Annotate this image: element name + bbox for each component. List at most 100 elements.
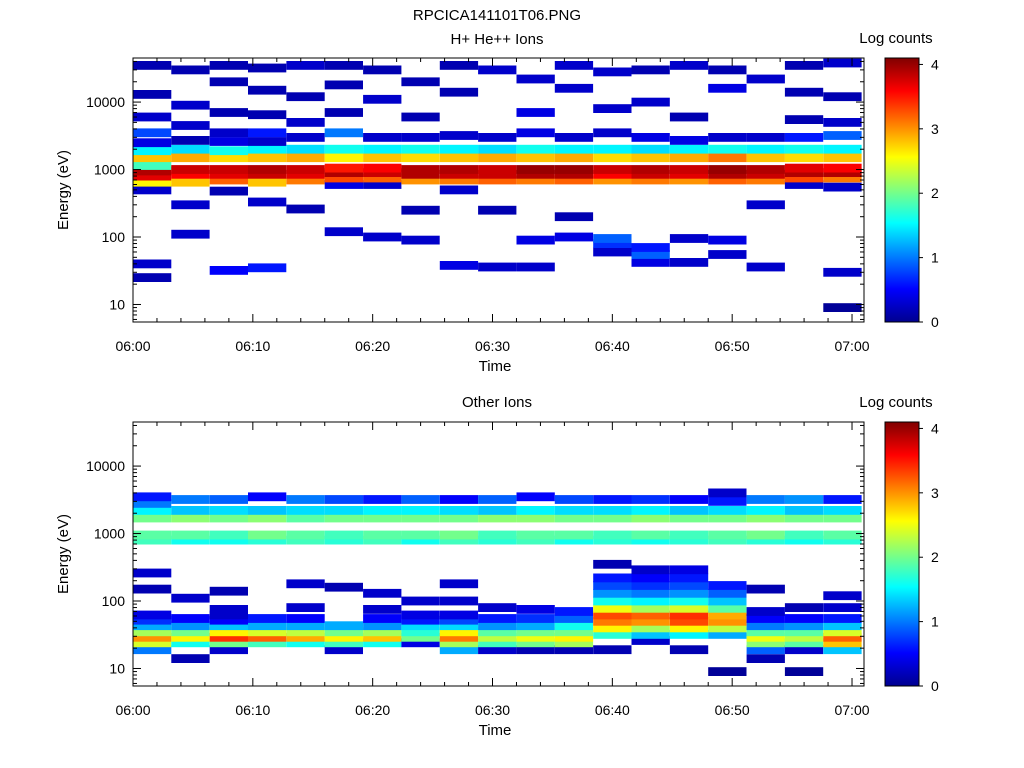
- heatmap-cell: [631, 513, 670, 523]
- heatmap-cell: [171, 593, 210, 603]
- heatmap-cell: [554, 144, 594, 154]
- heatmap-cell: [669, 573, 709, 583]
- heatmap-cell: [401, 610, 440, 620]
- heatmap-cell: [209, 513, 248, 523]
- heatmap-cell: [133, 535, 172, 545]
- heatmap-cell: [554, 232, 594, 242]
- heatmap-cell: [439, 535, 479, 545]
- heatmap-cell: [478, 513, 517, 523]
- heatmap-cell: [324, 227, 363, 237]
- heatmap-cell: [363, 153, 402, 163]
- heatmap-cell: [478, 627, 517, 637]
- heatmap-cell: [324, 506, 363, 515]
- heatmap-cell: [363, 94, 402, 104]
- heatmap-cell: [324, 153, 363, 163]
- heatmap-cell: [554, 495, 594, 504]
- heatmap-cell: [746, 153, 785, 163]
- heatmap-cell: [209, 266, 248, 275]
- plot-area: 10 100 1000 10000 06:00 06:10 06:20 06:30 06:40 0…: [86, 57, 870, 354]
- heatmap-cell: [669, 513, 709, 523]
- heatmap-cell: [554, 165, 594, 174]
- heatmap-cell: [708, 603, 747, 613]
- heatmap-cell: [708, 153, 747, 163]
- heatmap-cell: [823, 603, 862, 612]
- heatmap-cell: [784, 530, 824, 540]
- heatmap-cell: [746, 74, 785, 84]
- heatmap-cell: [784, 87, 824, 97]
- heatmap-cell: [324, 173, 363, 183]
- heatmap-cell: [401, 535, 440, 545]
- heatmap-cell: [631, 144, 670, 154]
- heatmap-cell: [439, 596, 479, 606]
- x-axis-label: Time: [479, 722, 512, 739]
- heatmap-cell: [171, 506, 210, 515]
- heatmap-cell: [401, 235, 440, 245]
- heatmap-cell: [324, 645, 363, 655]
- heatmap-cell: [823, 153, 862, 163]
- heatmap-cell: [593, 603, 632, 613]
- heatmap-cell: [554, 133, 594, 142]
- heatmap-cell: [631, 636, 670, 645]
- heatmap-cell: [363, 168, 402, 177]
- heatmap-cell: [708, 175, 747, 185]
- heatmap-cell: [286, 632, 325, 642]
- heatmap-cell: [324, 632, 363, 642]
- heatmap-cell: [209, 175, 248, 185]
- heatmap-cell: [248, 153, 287, 163]
- heatmap-cell: [516, 175, 555, 185]
- heatmap-cell: [401, 615, 440, 625]
- heatmap-cell: [823, 92, 862, 102]
- heatmap-cell: [593, 247, 632, 257]
- heatmap-cell: [593, 573, 632, 583]
- heatmap-cell: [401, 169, 440, 179]
- plot-area: 10 100 1000 10000 06:00 06:10 06:20 06:30 06:40 0…: [86, 421, 870, 718]
- heatmap-cell: [593, 623, 632, 633]
- heatmap-cell: [631, 65, 670, 75]
- heatmap-cell: [593, 128, 632, 138]
- heatmap-cell: [133, 146, 172, 156]
- heatmap-cell: [708, 530, 747, 540]
- heatmap-cell: [171, 614, 210, 623]
- heatmap-cell: [209, 61, 248, 70]
- colorbar-label: Log counts: [859, 394, 932, 411]
- heatmap-cell: [248, 165, 287, 174]
- heatmap-cell: [324, 638, 363, 648]
- heatmap-cell: [286, 169, 325, 179]
- heatmap-cell: [401, 495, 440, 504]
- heatmap-cell: [209, 506, 248, 515]
- heatmap-cell: [133, 171, 172, 181]
- y-tick-label: 10000: [86, 458, 125, 474]
- heatmap-cell: [171, 654, 210, 663]
- heatmap-cell: [133, 568, 172, 578]
- heatmap-cell: [478, 621, 517, 631]
- heatmap-cell: [439, 185, 479, 195]
- heatmap-cell: [554, 506, 594, 515]
- heatmap-cell: [631, 133, 670, 142]
- heatmap-cell: [516, 645, 555, 655]
- heatmap-cell: [439, 615, 479, 625]
- heatmap-cell: [286, 506, 325, 515]
- heatmap-cell: [401, 632, 440, 642]
- heatmap-cell: [631, 581, 670, 590]
- heatmap-cell: [209, 495, 248, 504]
- heatmap-cell: [209, 186, 248, 196]
- heatmap-cell: [593, 610, 632, 620]
- heatmap-cell: [823, 513, 862, 523]
- heatmap-cell: [363, 495, 402, 504]
- heatmap-cell: [784, 513, 824, 523]
- x-tick-label: 06:10: [235, 702, 270, 718]
- heatmap-cell: [286, 579, 325, 589]
- panel-title: H+ He++ Ions: [451, 31, 544, 48]
- heatmap-cell: [631, 153, 670, 163]
- heatmap-cell: [133, 273, 172, 282]
- heatmap-cell: [209, 605, 248, 614]
- heatmap-cell: [363, 614, 402, 623]
- heatmap-cell: [363, 506, 402, 515]
- heatmap-cell: [593, 169, 632, 179]
- heatmap-cell: [363, 163, 402, 173]
- heatmap-cell: [669, 144, 709, 154]
- heatmap-cell: [133, 112, 172, 122]
- heatmap-cell: [478, 144, 517, 154]
- heatmap-cell: [439, 579, 479, 589]
